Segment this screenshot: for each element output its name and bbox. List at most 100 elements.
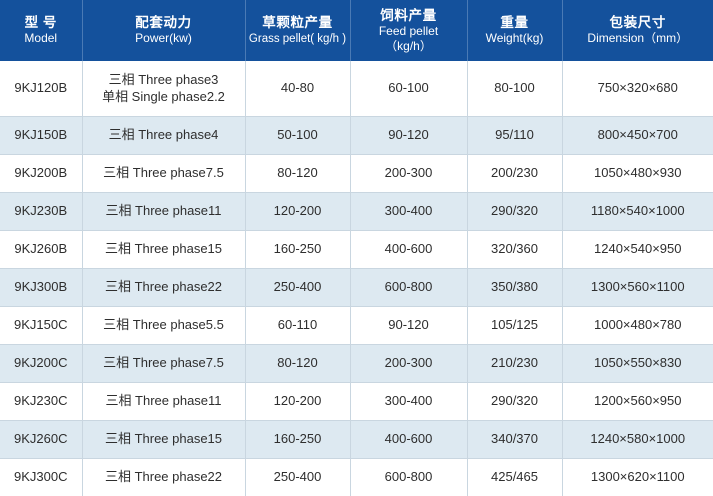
column-header-grass-pellet-cn: 草颗粒产量: [249, 15, 347, 31]
cell-model: 9KJ300B: [0, 269, 82, 307]
cell-power: 三相 Three phase5.5: [82, 307, 245, 345]
column-header-grass-pellet: 草颗粒产量 Grass pellet( kg/h ): [245, 0, 350, 61]
power-three-phase: 三相 Three phase11: [86, 203, 242, 219]
column-header-weight-cn: 重量: [471, 15, 559, 31]
cell-feed-pellet: 90-120: [350, 117, 467, 155]
cell-dimension: 1240×540×950: [562, 231, 713, 269]
column-header-power: 配套动力 Power(kw): [82, 0, 245, 61]
cell-feed-pellet: 60-100: [350, 61, 467, 117]
power-three-phase: 三相 Three phase15: [86, 241, 242, 257]
cell-grass-pellet: 160-250: [245, 231, 350, 269]
cell-model: 9KJ150B: [0, 117, 82, 155]
cell-feed-pellet: 400-600: [350, 421, 467, 459]
cell-dimension: 1180×540×1000: [562, 193, 713, 231]
cell-dimension: 750×320×680: [562, 61, 713, 117]
cell-power: 三相 Three phase22: [82, 459, 245, 496]
cell-grass-pellet: 160-250: [245, 421, 350, 459]
cell-weight: 340/370: [467, 421, 562, 459]
cell-dimension: 800×450×700: [562, 117, 713, 155]
power-three-phase: 三相 Three phase4: [86, 127, 242, 143]
cell-weight: 425/465: [467, 459, 562, 496]
cell-feed-pellet: 600-800: [350, 269, 467, 307]
cell-dimension: 1300×560×1100: [562, 269, 713, 307]
cell-feed-pellet: 90-120: [350, 307, 467, 345]
column-header-power-en: Power(kw): [86, 31, 242, 46]
cell-weight: 290/320: [467, 383, 562, 421]
column-header-model-cn: 型 号: [3, 15, 79, 31]
cell-dimension: 1240×580×1000: [562, 421, 713, 459]
header-row: 型 号 Model 配套动力 Power(kw) 草颗粒产量 Grass pel…: [0, 0, 713, 61]
power-three-phase: 三相 Three phase15: [86, 431, 242, 447]
column-header-model-en: Model: [3, 31, 79, 46]
column-header-weight: 重量 Weight(kg): [467, 0, 562, 61]
cell-feed-pellet: 200-300: [350, 345, 467, 383]
cell-model: 9KJ260C: [0, 421, 82, 459]
cell-model: 9KJ150C: [0, 307, 82, 345]
cell-weight: 210/230: [467, 345, 562, 383]
cell-grass-pellet: 250-400: [245, 269, 350, 307]
cell-dimension: 1050×550×830: [562, 345, 713, 383]
power-single-phase: 单相 Single phase2.2: [86, 89, 242, 105]
column-header-feed-pellet: 饲料产量 Feed pellet （kg/h）: [350, 0, 467, 61]
column-header-grass-pellet-en: Grass pellet( kg/h ): [249, 32, 347, 46]
power-three-phase: 三相 Three phase7.5: [86, 165, 242, 181]
cell-power: 三相 Three phase7.5: [82, 345, 245, 383]
cell-weight: 200/230: [467, 155, 562, 193]
power-three-phase: 三相 Three phase22: [86, 469, 242, 485]
cell-model: 9KJ300C: [0, 459, 82, 496]
cell-model: 9KJ230B: [0, 193, 82, 231]
cell-power: 三相 Three phase15: [82, 421, 245, 459]
cell-grass-pellet: 40-80: [245, 61, 350, 117]
cell-feed-pellet: 600-800: [350, 459, 467, 496]
cell-grass-pellet: 80-120: [245, 345, 350, 383]
cell-grass-pellet: 60-110: [245, 307, 350, 345]
table-header: 型 号 Model 配套动力 Power(kw) 草颗粒产量 Grass pel…: [0, 0, 713, 61]
power-three-phase: 三相 Three phase11: [86, 393, 242, 409]
column-header-feed-pellet-unit: （kg/h）: [354, 39, 464, 54]
cell-feed-pellet: 300-400: [350, 193, 467, 231]
cell-power: 三相 Three phase22: [82, 269, 245, 307]
column-header-weight-en: Weight(kg): [471, 31, 559, 46]
column-header-dimension: 包装尺寸 Dimension（mm）: [562, 0, 713, 61]
power-three-phase: 三相 Three phase3: [86, 72, 242, 88]
cell-weight: 290/320: [467, 193, 562, 231]
cell-model: 9KJ120B: [0, 61, 82, 117]
cell-grass-pellet: 120-200: [245, 193, 350, 231]
cell-model: 9KJ200C: [0, 345, 82, 383]
cell-dimension: 1300×620×1100: [562, 459, 713, 496]
cell-weight: 80-100: [467, 61, 562, 117]
cell-weight: 350/380: [467, 269, 562, 307]
cell-power: 三相 Three phase11: [82, 193, 245, 231]
cell-feed-pellet: 400-600: [350, 231, 467, 269]
cell-grass-pellet: 250-400: [245, 459, 350, 496]
cell-power: 三相 Three phase4: [82, 117, 245, 155]
cell-grass-pellet: 50-100: [245, 117, 350, 155]
cell-dimension: 1000×480×780: [562, 307, 713, 345]
cell-dimension: 1200×560×950: [562, 383, 713, 421]
cell-weight: 320/360: [467, 231, 562, 269]
cell-power: 三相 Three phase15: [82, 231, 245, 269]
column-header-model: 型 号 Model: [0, 0, 82, 61]
column-header-dimension-en: Dimension（mm）: [566, 31, 711, 46]
cell-weight: 95/110: [467, 117, 562, 155]
cell-weight: 105/125: [467, 307, 562, 345]
cell-model: 9KJ230C: [0, 383, 82, 421]
cell-power: 三相 Three phase11: [82, 383, 245, 421]
cell-grass-pellet: 80-120: [245, 155, 350, 193]
cell-model: 9KJ260B: [0, 231, 82, 269]
column-header-power-cn: 配套动力: [86, 15, 242, 31]
column-header-dimension-cn: 包装尺寸: [566, 15, 711, 31]
power-three-phase: 三相 Three phase22: [86, 279, 242, 295]
column-header-feed-pellet-en: Feed pellet: [354, 24, 464, 39]
